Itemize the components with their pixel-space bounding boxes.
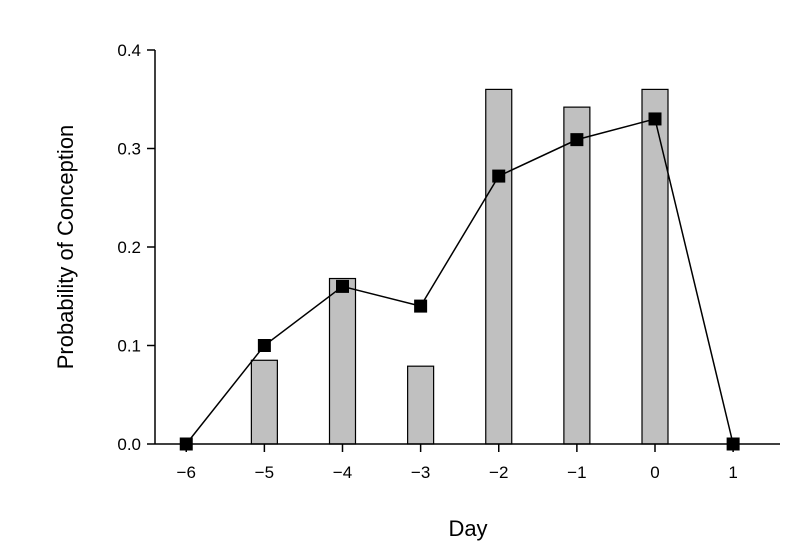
bar [328, 277, 357, 445]
line-point [336, 279, 349, 293]
y-tick-label: 0.3 [117, 140, 141, 159]
y-tick-label: 0.4 [117, 41, 141, 60]
line-point [179, 437, 193, 451]
y-ticks: 0.0 0.1 0.2 0.3 0.4 [117, 41, 155, 454]
line-point [492, 169, 506, 183]
bars-layer [250, 88, 669, 445]
line-point [414, 299, 428, 313]
y-tick-label: 0.1 [117, 337, 141, 356]
bar [563, 106, 591, 445]
line-point [570, 133, 584, 147]
bar [485, 88, 513, 445]
x-tick-label: 0 [650, 463, 659, 482]
line-point [257, 339, 271, 352]
markers-layer [179, 112, 740, 451]
y-tick-label: 0.0 [117, 435, 141, 454]
bar [407, 365, 435, 445]
bar [641, 88, 669, 445]
x-tick-label: 1 [728, 463, 737, 482]
line-point [726, 437, 740, 451]
y-axis-title: Probability of Conception [53, 125, 78, 370]
x-tick-label: −4 [333, 463, 352, 482]
bar [250, 359, 278, 445]
line-layer [185, 118, 734, 445]
line-point [648, 112, 662, 126]
y-tick-label: 0.2 [117, 238, 141, 257]
x-ticks: −6 −5 −4 −3 −2 −1 0 1 [177, 444, 738, 482]
x-axis-title: Day [448, 516, 487, 541]
x-tick-label: −2 [489, 463, 508, 482]
x-tick-label: −3 [411, 463, 430, 482]
x-tick-label: −1 [567, 463, 586, 482]
series-line [185, 118, 734, 445]
x-tick-label: −5 [255, 463, 274, 482]
x-tick-label: −6 [177, 463, 196, 482]
